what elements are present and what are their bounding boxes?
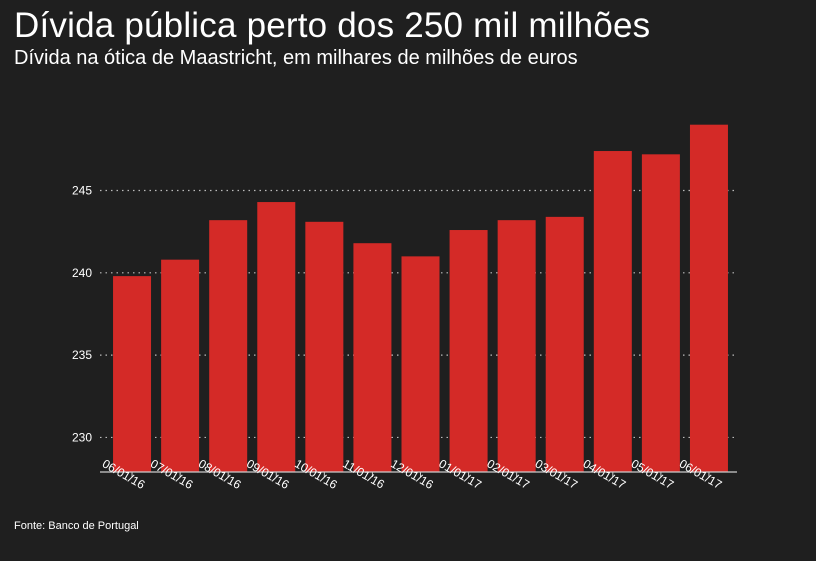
y-tick-label: 230 [72, 430, 92, 444]
bar-03/01/17 [545, 216, 584, 472]
bar-11/01/16 [353, 243, 392, 472]
bar-06/01/17 [689, 124, 728, 473]
y-tick-label: 245 [72, 184, 92, 198]
bar-08/01/16 [209, 220, 248, 472]
bar-05/01/17 [641, 154, 680, 472]
bar-12/01/16 [401, 256, 440, 472]
chart-subtitle: Dívida na ótica de Maastricht, em milhar… [14, 47, 578, 69]
y-tick-label: 235 [72, 348, 92, 362]
bar-07/01/16 [161, 259, 200, 472]
source-note: Fonte: Banco de Portugal [14, 520, 139, 532]
bar-09/01/16 [257, 202, 296, 472]
bar-02/01/17 [497, 220, 536, 472]
bar-01/01/17 [449, 230, 488, 472]
bar-10/01/16 [305, 221, 344, 472]
bar-04/01/17 [593, 151, 632, 472]
bar-06/01/16 [113, 276, 152, 472]
chart-title: Dívida pública perto dos 250 mil milhões [14, 6, 651, 45]
y-tick-label: 240 [72, 266, 92, 280]
